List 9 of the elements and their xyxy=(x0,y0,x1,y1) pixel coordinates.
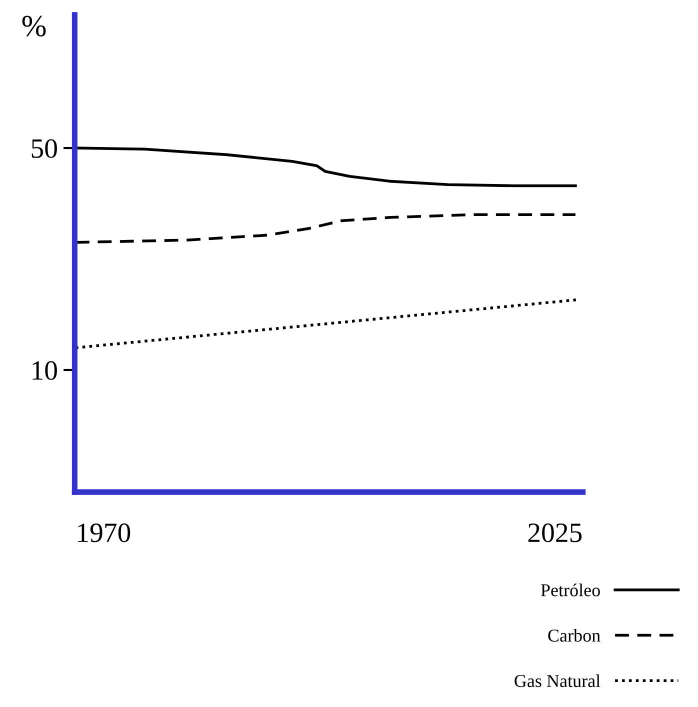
y-axis-title: % xyxy=(22,16,46,36)
x-tick-label: 1970 xyxy=(78,523,130,542)
legend-label: Carbon xyxy=(548,629,600,642)
legend-label: Gas Natural xyxy=(514,674,600,688)
y-tick-label: 10 xyxy=(32,361,57,380)
y-tick-label: 50 xyxy=(32,139,57,158)
legend-label: Petróleo xyxy=(540,584,600,596)
x-tick-label: 2025 xyxy=(528,523,582,542)
line-series xyxy=(74,213,577,244)
